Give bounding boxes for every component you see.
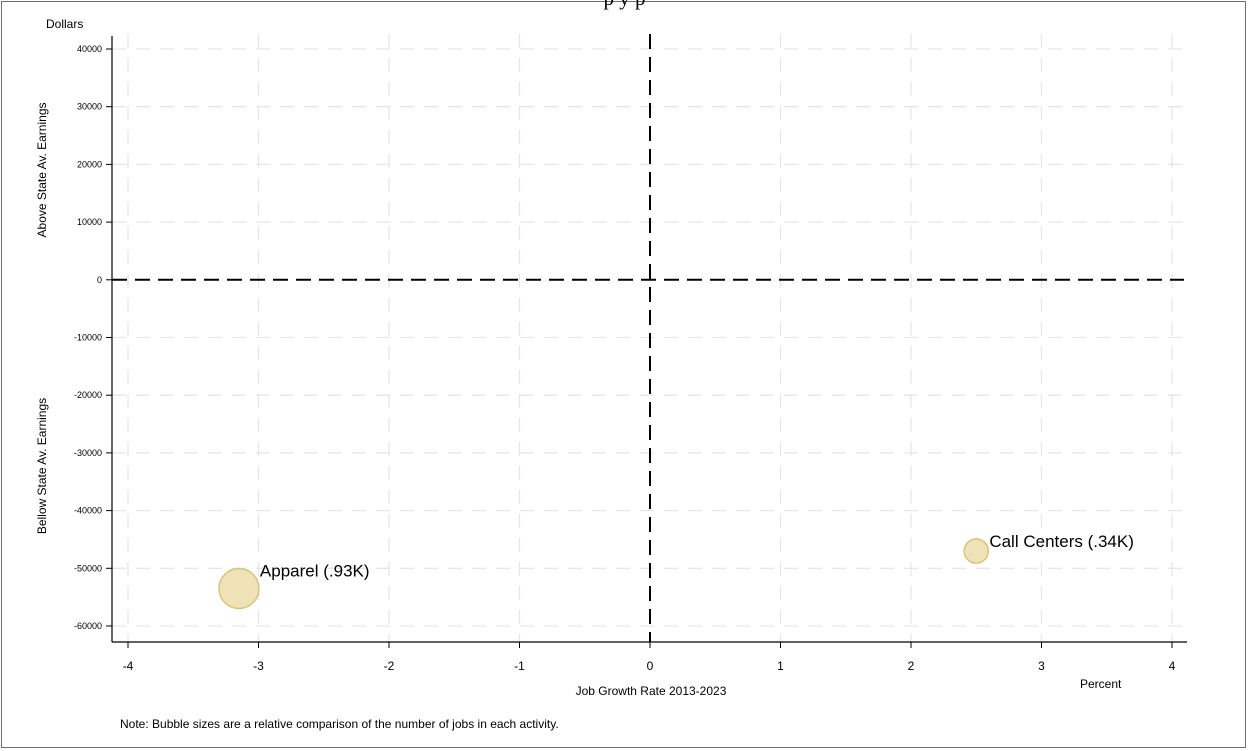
y-axis-label-lower: Bellow State Av. Earnings: [35, 398, 49, 534]
bubbles: Apparel (.93K) Call Centers (.34K): [218, 532, 1134, 610]
x-tick-label: -4: [123, 659, 134, 673]
axes: [106, 36, 1187, 648]
x-tick-label: 1: [777, 659, 784, 673]
y-tick-label: 30000: [77, 102, 102, 112]
y-tick-label: -50000: [74, 563, 102, 573]
reference-lines: [112, 34, 1184, 642]
y-tick-label: 40000: [77, 44, 102, 54]
y-tick-label: -20000: [74, 390, 102, 400]
bubble-label: Call Centers (.34K): [989, 532, 1134, 551]
bubble: [218, 567, 260, 610]
y-tick-label: -60000: [74, 621, 102, 631]
y-tick-label: -40000: [74, 506, 102, 516]
y-axis-label-upper: Above State Av. Earnings: [35, 103, 49, 238]
y-tick-label: -10000: [74, 333, 102, 343]
x-tick-label: -1: [514, 659, 525, 673]
bubble-label: Apparel (.93K): [260, 561, 370, 580]
x-tick-label: 2: [908, 659, 915, 673]
x-tick-labels: -4 -3 -2 -1 0 1 2 3 4: [123, 659, 1176, 673]
x-tick-label: 4: [1169, 659, 1176, 673]
y-tick-label: 0: [97, 275, 102, 285]
x-tick-label: -3: [253, 659, 264, 673]
x-tick-label: 3: [1038, 659, 1045, 673]
x-tick-label: -2: [384, 659, 395, 673]
y-tick-label: 20000: [77, 159, 102, 169]
bubble: [963, 538, 990, 564]
y-unit-label: Dollars: [46, 17, 83, 31]
y-tick-label: 10000: [77, 217, 102, 227]
chart-note: Note: Bubble sizes are a relative compar…: [120, 717, 559, 731]
x-tick-label: 0: [647, 659, 654, 673]
chart-title-cut: p y p: [0, 0, 1249, 11]
x-axis-label: Job Growth Rate 2013-2023: [576, 684, 727, 698]
y-tick-label: -30000: [74, 448, 102, 458]
x-unit-label: Percent: [1080, 677, 1122, 691]
y-tick-labels: 40000 30000 20000 10000 0 -10000 -20000 -30000 -…: [74, 44, 102, 631]
